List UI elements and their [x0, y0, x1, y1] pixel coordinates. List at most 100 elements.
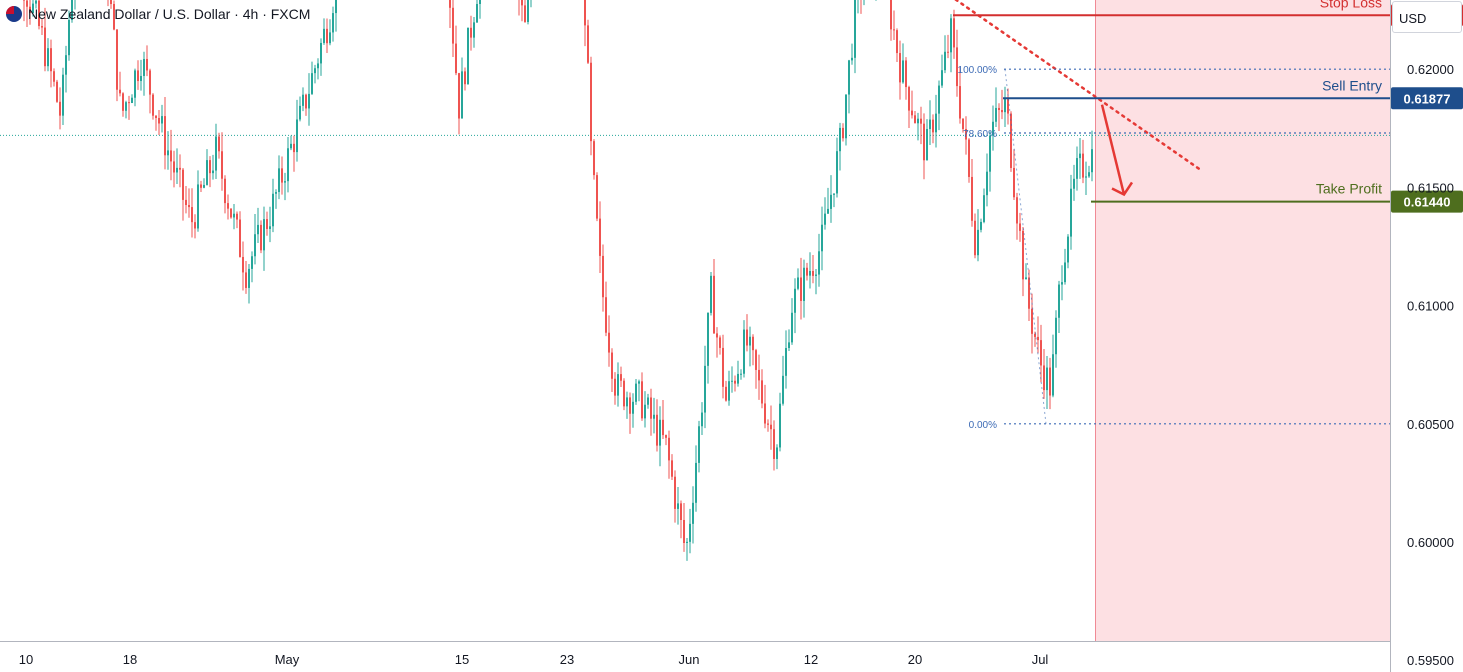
candle-body	[1058, 284, 1060, 318]
candle-body	[710, 275, 712, 313]
candle-body	[176, 167, 178, 173]
candle-body	[830, 194, 832, 209]
candle-body	[1064, 262, 1066, 283]
candle-body	[791, 312, 793, 343]
candle-body	[920, 118, 922, 124]
downtrend-line	[954, 0, 1204, 173]
candle-body	[968, 139, 970, 177]
candle-body	[674, 476, 676, 509]
candle-body	[260, 224, 262, 251]
candle-body	[1073, 178, 1075, 189]
candle-body	[461, 71, 463, 119]
candle-body	[1022, 230, 1024, 280]
candle-body	[917, 118, 919, 124]
candle-body	[935, 113, 937, 133]
take-profit-price-label: 0.61440	[1404, 195, 1451, 210]
candles	[23, 0, 1093, 561]
candle-body	[638, 381, 640, 384]
candle-body	[215, 136, 217, 171]
candle-body	[164, 116, 166, 156]
candle-body	[1031, 308, 1033, 334]
candle-body	[62, 74, 64, 116]
candle-body	[284, 181, 286, 183]
candle-body	[458, 73, 460, 119]
candle-body	[818, 251, 820, 275]
candle-body	[845, 94, 847, 139]
fib-label: 0.00%	[969, 420, 997, 431]
candle-body	[299, 105, 301, 120]
candle-body	[848, 60, 850, 95]
candle-body	[209, 160, 211, 174]
candle-body	[980, 221, 982, 230]
candle-body	[167, 150, 169, 156]
candle-body	[1088, 172, 1090, 177]
candle-body	[320, 42, 322, 64]
candle-body	[653, 414, 655, 419]
candle-body	[218, 136, 220, 152]
candle-body	[620, 374, 622, 381]
candle-body	[659, 419, 661, 446]
chart-title: New Zealand Dollar / U.S. Dollar · 4h · …	[6, 6, 310, 22]
candle-body	[455, 43, 457, 74]
candle-body	[326, 28, 328, 44]
candle-body	[524, 5, 526, 22]
candle-body	[479, 0, 481, 5]
sell-entry-label: Sell Entry	[1322, 77, 1382, 93]
candle-body	[1061, 282, 1063, 285]
candle-body	[680, 503, 682, 520]
candle-body	[890, 0, 892, 30]
candle-body	[722, 347, 724, 387]
candle-body	[668, 437, 670, 461]
candle-body	[593, 141, 595, 176]
candle-body	[932, 119, 934, 133]
candle-body	[695, 462, 697, 503]
candle-body	[203, 184, 205, 188]
candle-body	[587, 25, 589, 63]
sell-entry-price-label: 0.61877	[1404, 91, 1451, 106]
candle-body	[977, 229, 979, 256]
future-zone	[1095, 0, 1390, 641]
candle-body	[311, 73, 313, 94]
candle-body	[908, 87, 910, 111]
candle-body	[947, 51, 949, 53]
candle-body	[701, 412, 703, 427]
candle-body	[662, 419, 664, 436]
candle-body	[302, 94, 304, 106]
stop-loss-label: Stop Loss	[1320, 0, 1382, 10]
candle-body	[71, 0, 73, 21]
x-tick-label: May	[275, 652, 300, 667]
candle-body	[725, 386, 727, 401]
candle-body	[815, 274, 817, 276]
candle-body	[305, 94, 307, 109]
candle-body	[983, 195, 985, 222]
sell-arrow-shaft	[1100, 104, 1126, 195]
candle-body	[950, 18, 952, 53]
candle-body	[1079, 153, 1081, 159]
candle-body	[605, 297, 607, 333]
candle-body	[245, 272, 247, 288]
candle-body	[248, 268, 250, 288]
candle-body	[833, 193, 835, 195]
candle-body	[698, 426, 700, 463]
y-tick-label: 0.61000	[1407, 299, 1454, 314]
candle-body	[254, 234, 256, 257]
candle-body	[974, 220, 976, 256]
candle-body	[161, 116, 163, 124]
candle-body	[128, 102, 130, 104]
candle-body	[851, 57, 853, 61]
x-tick-label: 10	[19, 652, 33, 667]
candle-body	[38, 0, 40, 27]
sell-arrow-head	[1111, 181, 1134, 197]
currency-selector[interactable]: USD	[1392, 1, 1462, 33]
candle-body	[656, 414, 658, 446]
candle-body	[836, 151, 838, 194]
candle-body	[1025, 277, 1027, 280]
candle-body	[137, 70, 139, 82]
candle-body	[731, 380, 733, 382]
y-tick-label: 0.60500	[1407, 417, 1454, 432]
candle-body	[800, 277, 802, 301]
candle-body	[956, 47, 958, 87]
candle-body	[794, 288, 796, 313]
